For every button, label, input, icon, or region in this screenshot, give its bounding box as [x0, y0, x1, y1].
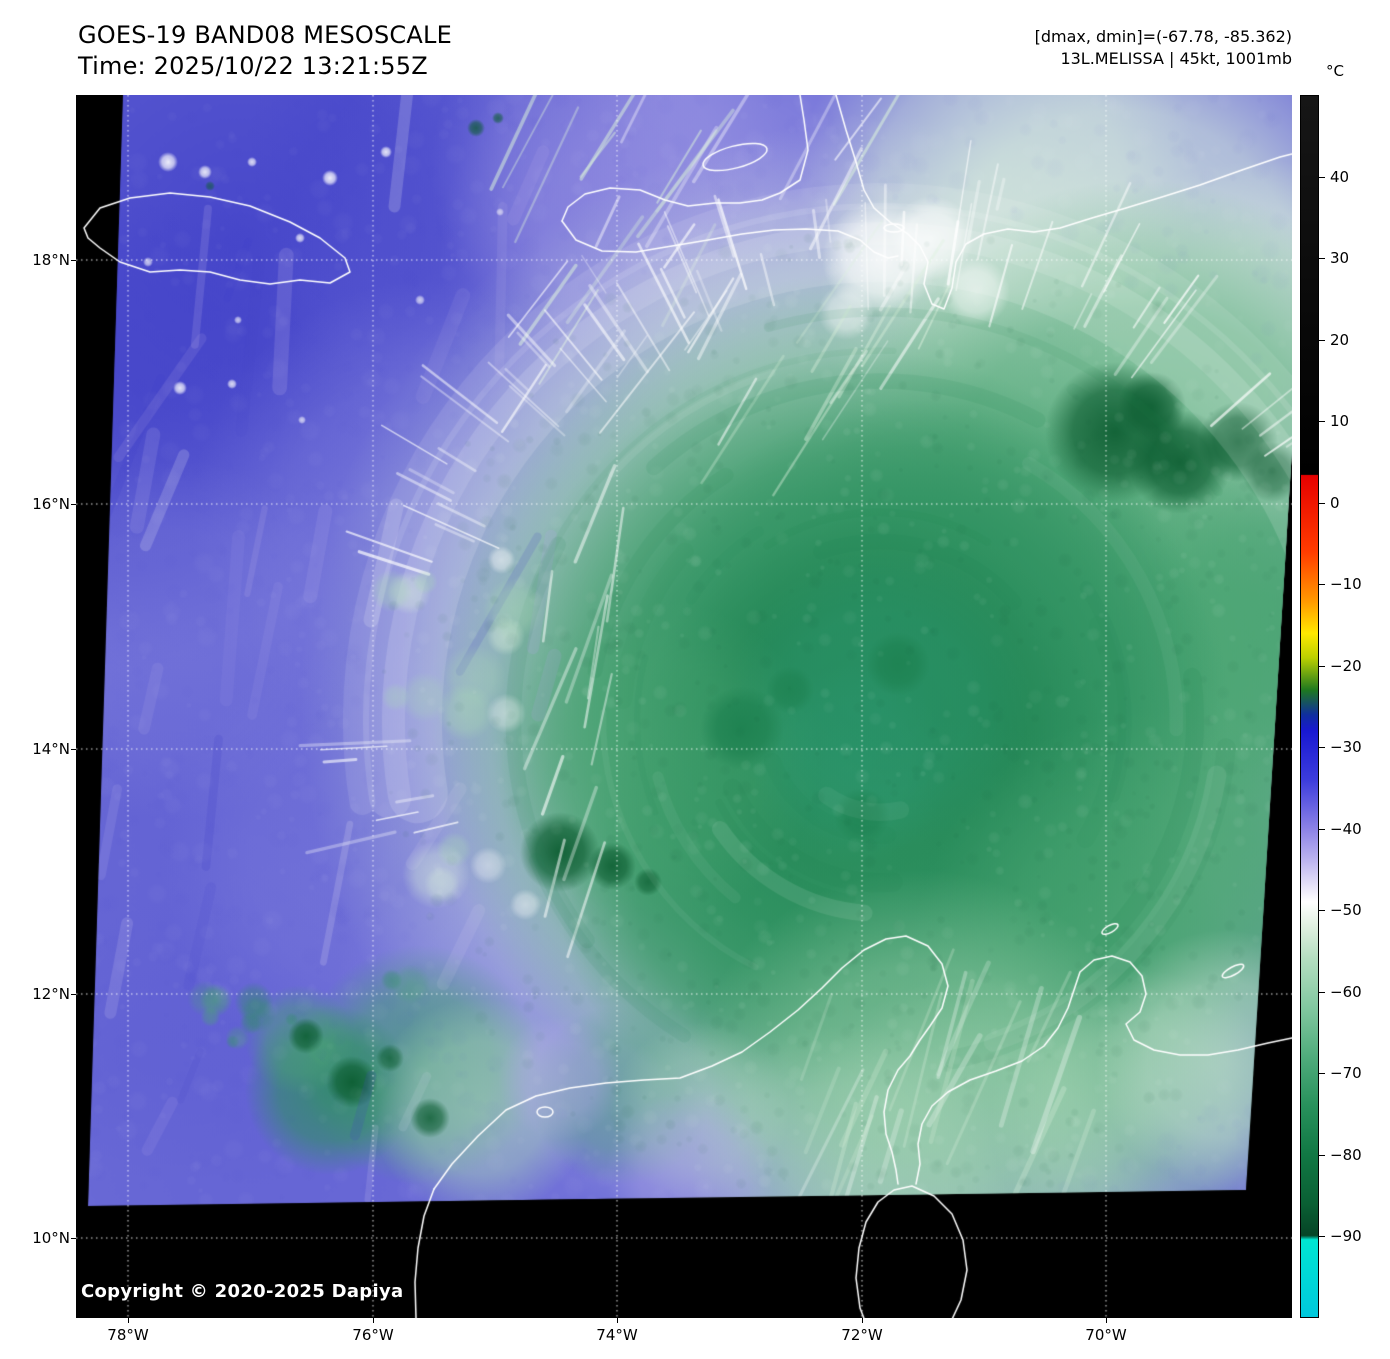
colorbar-tick-label: 20 — [1330, 330, 1350, 349]
lon-tick-mark — [128, 1318, 129, 1323]
image-header-right: [dmax, dmin]=(-67.78, -85.362) 13L.MELIS… — [1035, 26, 1292, 69]
image-header: GOES-19 BAND08 MESOSCALE Time: 2025/10/2… — [78, 20, 452, 82]
colorbar-tick-mark — [1319, 1154, 1325, 1156]
colorbar-tick-label: −50 — [1330, 901, 1362, 920]
lon-tick-mark — [1106, 1318, 1107, 1323]
lat-tick-mark — [71, 504, 76, 505]
colorbar-tick-mark — [1319, 339, 1325, 341]
colorbar-tick-mark — [1319, 258, 1325, 260]
data-range-label: [dmax, dmin]=(-67.78, -85.362) — [1034, 27, 1292, 46]
colorbar-tick-label: −60 — [1330, 982, 1362, 1001]
lon-tick-label: 70°W — [1085, 1326, 1127, 1344]
colorbar-tick-label: −20 — [1330, 656, 1362, 675]
lon-tick-label: 76°W — [352, 1326, 394, 1344]
lat-tick-mark — [71, 749, 76, 750]
lat-tick-label: 10°N — [32, 1229, 70, 1247]
colorbar-tick-mark — [1319, 991, 1325, 993]
lat-tick-label: 12°N — [32, 985, 70, 1003]
colorbar-tick-mark — [1319, 421, 1325, 423]
satellite-image-canvas — [76, 95, 1292, 1318]
colorbar-gradient — [1300, 95, 1319, 1318]
colorbar-tick-mark — [1319, 176, 1325, 178]
colorbar-tick-label: −10 — [1330, 575, 1362, 594]
colorbar-tick-mark — [1319, 502, 1325, 504]
lon-tick-label: 72°W — [841, 1326, 883, 1344]
colorbar-tick-mark — [1319, 747, 1325, 749]
colorbar-tick-mark — [1319, 1236, 1325, 1238]
product-title: GOES-19 BAND08 MESOSCALE — [78, 21, 452, 49]
lat-tick-label: 18°N — [32, 251, 70, 269]
lon-tick-label: 74°W — [596, 1326, 638, 1344]
lon-tick-mark — [862, 1318, 863, 1323]
lat-tick-label: 16°N — [32, 495, 70, 513]
colorbar-tick-mark — [1319, 1073, 1325, 1075]
lat-tick-mark — [71, 1238, 76, 1239]
colorbar-tick-label: 40 — [1330, 167, 1350, 186]
timestamp: Time: 2025/10/22 13:21:55Z — [78, 52, 428, 81]
colorbar-tick-label: −80 — [1330, 1145, 1362, 1164]
colorbar-tick-label: 10 — [1330, 412, 1350, 431]
colorbar-tick-label: −40 — [1330, 819, 1362, 838]
colorbar-tick-label: −30 — [1330, 738, 1362, 757]
lon-tick-mark — [373, 1318, 374, 1323]
lon-tick-mark — [617, 1318, 618, 1323]
colorbar-tick-mark — [1319, 828, 1325, 830]
colorbar-tick-label: −90 — [1330, 1227, 1362, 1246]
lat-tick-label: 14°N — [32, 740, 70, 758]
colorbar-tick-label: 0 — [1330, 493, 1340, 512]
lat-tick-mark — [71, 260, 76, 261]
lon-tick-label: 78°W — [107, 1326, 149, 1344]
colorbar-tick-mark — [1319, 584, 1325, 586]
colorbar-tick-mark — [1319, 910, 1325, 912]
colorbar-tick-label: −70 — [1330, 1064, 1362, 1083]
colorbar-unit-label: °C — [1326, 62, 1344, 80]
storm-info-label: 13L.MELISSA | 45kt, 1001mb — [1060, 48, 1292, 68]
colorbar-tick-mark — [1319, 665, 1325, 667]
lat-tick-mark — [71, 994, 76, 995]
copyright-watermark: Copyright © 2020-2025 Dapiya — [81, 1281, 404, 1302]
satellite-map: Copyright © 2020-2025 Dapiya — [76, 95, 1292, 1318]
colorbar-tick-label: 30 — [1330, 249, 1350, 268]
